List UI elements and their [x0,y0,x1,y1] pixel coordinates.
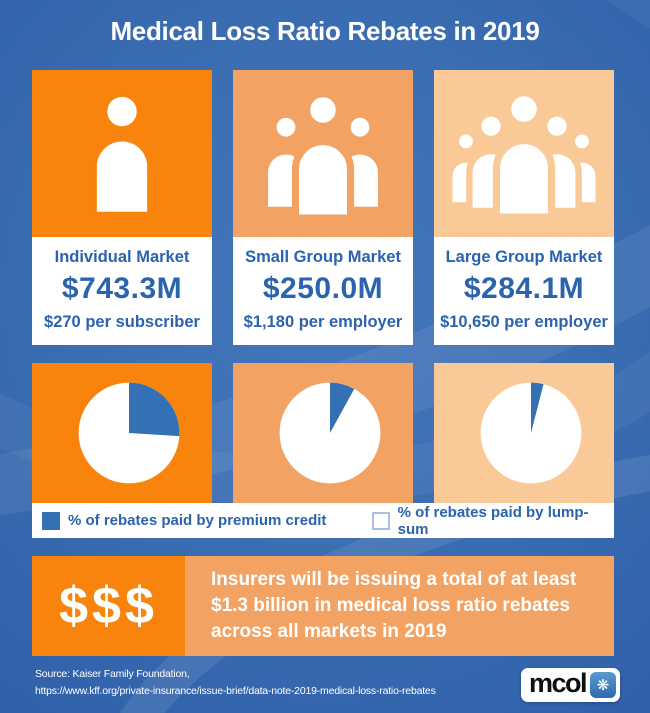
market-card-info: Small Group Market $250.0M $1,180 per em… [233,237,413,345]
market-card-individual: Individual Market $743.3M $270 per subsc… [32,70,212,345]
pie-lump-sum-portion [480,382,582,484]
market-label: Large Group Market [445,248,603,266]
market-per-unit: $270 per subscriber [44,313,200,331]
pie-chart-large-group [434,363,614,503]
source-line1: Source: Kaiser Family Foundation, [35,668,190,680]
dollar-signs-icon: $$$ [32,556,185,656]
pie-legend: % of rebates paid by premium credit % of… [32,503,614,538]
market-card-info: Individual Market $743.3M $270 per subsc… [32,237,212,345]
market-amount: $284.1M [463,272,585,305]
legend-label-lump-sum: % of rebates paid by lump-sum [397,503,589,538]
market-card-info: Large Group Market $284.1M $10,650 per e… [434,237,614,345]
person-icon [32,70,212,237]
market-cards-row: Individual Market $743.3M $270 per subsc… [32,70,614,345]
small-group-icon [233,70,413,237]
source-attribution: Source: Kaiser Family Foundation, https:… [35,666,436,700]
pie-chart-individual [32,363,212,503]
pie-chart-small-group [233,363,413,503]
market-label: Small Group Market [245,248,401,266]
market-amount: $250.0M [262,272,384,305]
mcol-asterisk-icon: ❋ [590,672,616,698]
pie-charts-row [32,363,614,503]
legend-swatch-lump-sum [372,511,390,530]
page-title: Medical Loss Ratio Rebates in 2019 [110,16,540,46]
summary-text: Insurers will be issuing a total of at l… [185,556,614,656]
market-card-large-group: Large Group Market $284.1M $10,650 per e… [434,70,614,345]
legend-item-lump-sum: % of rebates paid by lump-sum [372,504,614,538]
market-per-unit: $10,650 per employer [440,313,608,331]
legend-label-premium-credit: % of rebates paid by premium credit [68,512,327,529]
source-url: https://www.kff.org/private-insurance/is… [35,685,436,697]
market-card-small-group: Small Group Market $250.0M $1,180 per em… [233,70,413,345]
market-label: Individual Market [54,248,190,266]
legend-item-premium-credit: % of rebates paid by premium credit [42,511,327,530]
market-amount: $743.3M [61,272,183,305]
summary-banner: $$$ Insurers will be issuing a total of … [32,556,614,656]
pie-premium-credit-slice [129,382,180,437]
mcol-logo-text: mcol [528,668,588,698]
pie-premium-credit-slice [531,382,544,433]
legend-swatch-premium-credit [42,511,60,530]
market-per-unit: $1,180 per employer [243,313,403,331]
large-group-icon [434,70,614,237]
mcol-logo: mcol ❋ [520,668,620,702]
pie-premium-credit-slice [330,382,355,433]
